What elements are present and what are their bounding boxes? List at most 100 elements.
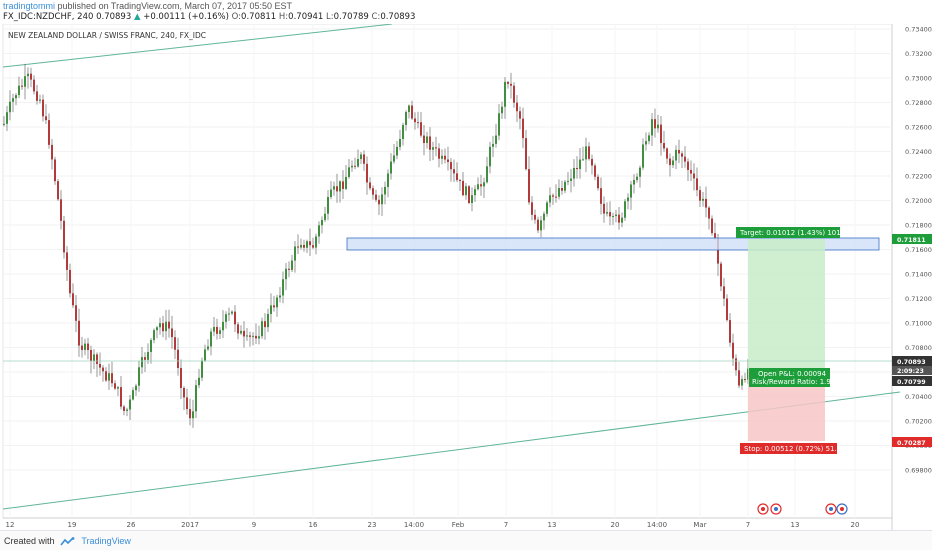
x-tick-label: 13 xyxy=(548,521,557,529)
candle-body xyxy=(105,371,107,381)
candle-body xyxy=(3,123,5,125)
candle-body xyxy=(522,118,524,139)
candle-body xyxy=(675,149,677,161)
candle-body xyxy=(183,388,185,398)
candle-body xyxy=(540,220,542,231)
tradingview-brand-link[interactable]: TradingView xyxy=(81,536,131,546)
candle-body xyxy=(585,146,587,160)
x-tick-label: 2017 xyxy=(181,521,199,529)
candle-body xyxy=(216,326,218,334)
y-tick-label: 0.71400 xyxy=(905,271,932,279)
stop-price-text: 0.70287 xyxy=(897,440,926,447)
target-zone[interactable] xyxy=(748,239,825,371)
candle-body xyxy=(75,305,77,321)
candle-body xyxy=(474,189,476,196)
candle-body xyxy=(108,373,110,381)
candle-body xyxy=(642,144,644,168)
candle-body xyxy=(408,105,410,113)
candle-body xyxy=(501,106,503,114)
x-tick-label: 14:00 xyxy=(404,521,424,529)
candle-body xyxy=(309,241,311,246)
candle-body xyxy=(579,159,581,170)
candle-body xyxy=(291,260,293,270)
x-tick-label: 13 xyxy=(791,521,800,529)
candle-body xyxy=(546,202,548,214)
symbol-title: NEW ZEALAND DOLLAR / SWISS FRANC, 240, F… xyxy=(8,31,206,40)
chart-area[interactable]: 0.73400 0.73200 0.73000 0.72800 0.72600 0.724… xyxy=(0,24,932,530)
candle-body xyxy=(354,165,356,167)
author-link[interactable]: tradingtommi xyxy=(3,1,56,11)
y-tick-label: 0.72400 xyxy=(905,148,932,156)
candle-body xyxy=(240,330,242,334)
candle-body xyxy=(297,246,299,248)
candle-body xyxy=(669,158,671,166)
candle-body xyxy=(327,197,329,214)
open-value: 0.70811 xyxy=(241,12,277,22)
candle-body xyxy=(570,178,572,181)
candle-body xyxy=(363,154,365,164)
candle-body xyxy=(699,190,701,201)
candle-body xyxy=(267,313,269,328)
candle-body xyxy=(576,167,578,170)
candle-body xyxy=(114,383,116,389)
candle-body xyxy=(147,352,149,360)
candle-body xyxy=(510,83,512,86)
candle-body xyxy=(30,73,32,80)
candle-body xyxy=(270,305,272,314)
candle-body xyxy=(192,411,194,419)
candle-body xyxy=(261,321,263,337)
risk-reward-label: Risk/Reward Ratio: 1.98 xyxy=(752,378,835,386)
candle-body xyxy=(459,180,461,182)
candle-body xyxy=(708,207,710,219)
candle-body xyxy=(102,367,104,372)
candle-body xyxy=(507,81,509,84)
y-tick-label: 0.72600 xyxy=(905,124,932,132)
time-axis: 12 19 26 2017 9 16 23 14:00 Feb 7 13 20 14:00 Mar 7 13 2… xyxy=(6,521,860,529)
tradingview-logo-icon xyxy=(60,536,75,546)
candle-body xyxy=(237,324,239,334)
y-tick-label: 0.73400 xyxy=(905,26,932,34)
upper-trendline[interactable] xyxy=(2,24,393,68)
candle-body xyxy=(306,241,308,248)
candle-body xyxy=(273,305,275,308)
candle-body xyxy=(492,143,494,147)
candle-body xyxy=(186,397,188,410)
candle-body xyxy=(213,326,215,332)
pnl-label-box xyxy=(749,368,830,387)
candle-body xyxy=(153,330,155,341)
candle-body xyxy=(18,85,20,96)
candle-body xyxy=(414,118,416,123)
candle-body xyxy=(435,147,437,149)
candle-body xyxy=(111,373,113,384)
candle-body xyxy=(558,188,560,197)
candle-body xyxy=(171,328,173,338)
candle-body xyxy=(660,124,662,144)
candle-body xyxy=(126,409,128,411)
price-chart[interactable]: 0.73400 0.73200 0.73000 0.72800 0.72600 0.724… xyxy=(0,24,932,530)
candle-body xyxy=(360,154,362,160)
chart-header: tradingtommi published on TradingView.co… xyxy=(0,0,932,24)
candle-body xyxy=(177,349,179,369)
candle-body xyxy=(318,225,320,237)
candle-body xyxy=(333,186,335,190)
economic-events[interactable] xyxy=(757,503,848,515)
candle-body xyxy=(165,321,167,332)
open-label: O: xyxy=(231,12,242,22)
candle-body xyxy=(231,311,233,314)
candle-body xyxy=(462,180,464,196)
candle-body xyxy=(471,195,473,203)
candle-body xyxy=(24,76,26,87)
event-flag-icon xyxy=(761,507,765,511)
candle-body xyxy=(588,146,590,159)
y-tick-label: 0.70200 xyxy=(905,418,932,426)
candle-body xyxy=(57,181,59,200)
candle-body xyxy=(525,138,527,170)
candle-body xyxy=(189,409,191,419)
candle-body xyxy=(345,176,347,189)
resistance-zone[interactable] xyxy=(346,237,880,251)
candle-body xyxy=(294,246,296,261)
candle-body xyxy=(348,167,350,177)
candle-body xyxy=(315,236,317,248)
candle-body xyxy=(534,214,536,220)
high-label: H: xyxy=(278,12,289,22)
